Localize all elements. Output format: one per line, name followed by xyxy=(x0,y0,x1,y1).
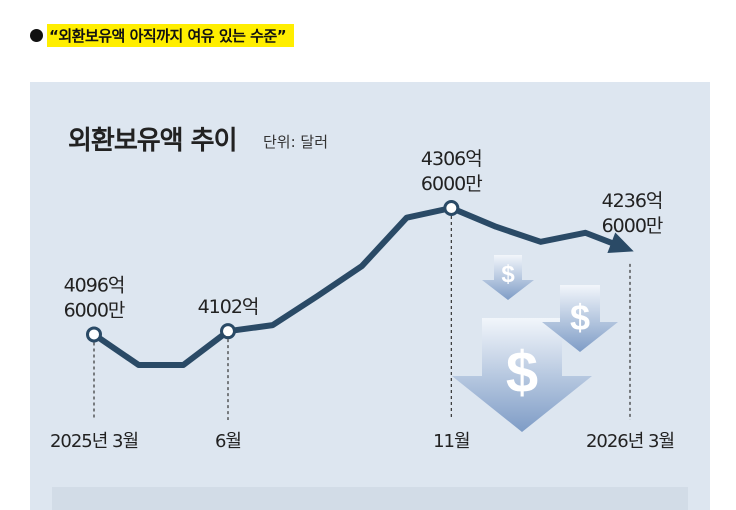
chart-title: 외환보유액 추이 xyxy=(68,126,237,156)
data-label-line: 4096억 xyxy=(64,274,125,296)
dollar-down-arrow-small-icon: $ xyxy=(482,255,534,300)
data-label-line: 4306억 xyxy=(421,148,482,170)
data-label-line: 4102억 xyxy=(198,296,259,318)
svg-text:$: $ xyxy=(506,340,538,405)
data-point xyxy=(220,323,236,340)
x-tick-label: 6월 xyxy=(215,431,241,452)
series-line xyxy=(91,205,620,368)
chart-panel-footer xyxy=(52,487,688,510)
data-label-line: 6000만 xyxy=(421,173,482,195)
data-label: 4236억 6000만 xyxy=(602,190,663,237)
x-tick-label: 2026년 3월 xyxy=(586,431,674,452)
svg-text:$: $ xyxy=(501,261,515,288)
headline-text: “외환보유액 아직까지 여유 있는 수준” xyxy=(47,23,295,47)
dollar-down-arrow-large-icon: $ xyxy=(452,318,592,432)
headline: “외환보유액 아직까지 여유 있는 수준” xyxy=(30,23,295,47)
data-point xyxy=(443,200,460,216)
data-label: 4102억 xyxy=(198,296,259,318)
series-end-arrow xyxy=(607,232,634,254)
data-label-line: 6000만 xyxy=(602,215,663,237)
data-label: 4306억 6000만 xyxy=(421,148,482,195)
bullet-icon xyxy=(30,28,43,42)
chart-unit: 단위: 달러 xyxy=(263,133,329,151)
dollar-down-arrow-medium-icon: $ xyxy=(542,285,618,352)
x-tick-label: 11월 xyxy=(433,431,469,452)
data-point xyxy=(86,326,102,343)
data-label: 4096억 6000만 xyxy=(64,274,125,321)
data-label-line: 6000만 xyxy=(64,299,125,321)
data-label-line: 4236억 xyxy=(602,190,663,212)
svg-text:$: $ xyxy=(570,297,590,338)
x-tick-label: 2025년 3월 xyxy=(50,431,138,452)
